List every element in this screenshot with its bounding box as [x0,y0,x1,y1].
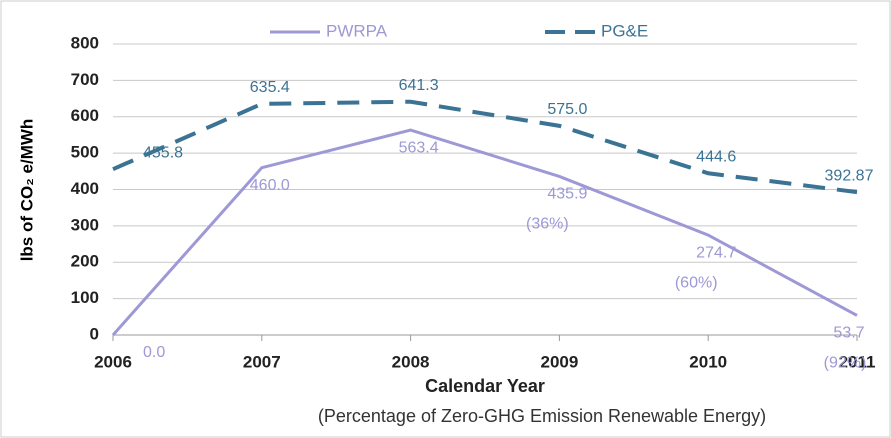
data-label: 635.4 [250,79,290,96]
data-label: 563.4 [399,139,439,156]
y-tick-label: 800 [71,33,99,52]
y-tick-label: 500 [71,143,99,162]
data-label: 444.6 [696,148,736,165]
y-tick-label: 600 [71,106,99,125]
y-tick-label: 400 [71,179,99,198]
y-tick-label: 200 [71,252,99,271]
data-label: 575.0 [547,101,587,118]
data-label: 274.7 [696,244,736,261]
data-label: 392.87 [825,167,874,184]
x-tick-label: 2007 [243,352,281,371]
series-line [112,99,858,195]
annotation: (36%) [526,216,569,233]
data-label: 455.8 [143,144,183,161]
legend-label: PG&E [601,21,648,40]
x-tick-label: 2011 [839,352,876,371]
x-tick-label: 2009 [540,352,578,371]
annotation: (92%) [824,355,867,372]
y-tick-label: 700 [71,70,99,89]
y-tick-label: 300 [71,215,99,234]
series-line [111,128,858,336]
x-tick-label: 2008 [392,352,430,371]
x-tick-label: 2006 [94,352,132,371]
data-label: 0.0 [143,344,165,361]
data-label: 641.3 [399,77,439,94]
subtitle: (Percentage of Zero-GHG Emission Renewab… [318,406,766,426]
data-label: 460.0 [250,177,290,194]
y-tick-label: 0 [90,324,99,343]
y-axis-label: lbs of CO₂ e/MWh [17,119,36,262]
x-axis-label: Calendar Year [425,376,545,396]
annotation: (60%) [675,274,718,291]
y-tick-label: 100 [71,288,99,307]
x-tick-label: 2010 [689,352,727,371]
data-label: 435.9 [547,186,587,203]
legend-label: PWRPA [326,21,388,40]
data-label: 53.7 [833,325,864,342]
